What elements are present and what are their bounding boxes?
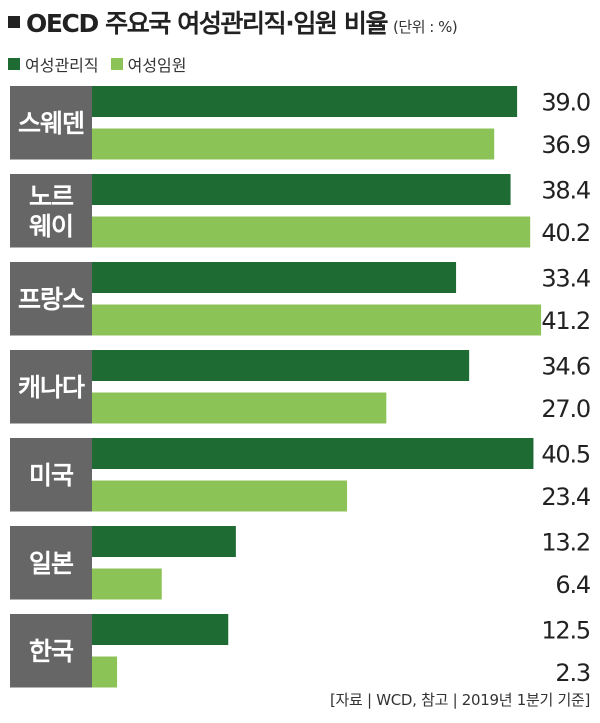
category-box (10, 614, 92, 688)
category-label: 미국 (29, 461, 74, 490)
data-label: 6.4 (555, 571, 590, 599)
bar-managers (92, 350, 470, 381)
bar-executives (92, 656, 118, 688)
category-box (10, 262, 92, 336)
bar-managers (92, 438, 534, 469)
data-label: 41.2 (541, 307, 590, 335)
category-label: 스웨덴 (18, 109, 84, 138)
data-label: 33.4 (541, 265, 590, 293)
legend-item-managers: 여성관리직 (8, 52, 99, 76)
data-label: 39.0 (541, 89, 590, 117)
data-label: 23.4 (541, 483, 590, 511)
bar-executives (92, 304, 542, 336)
black-square-icon (8, 16, 20, 28)
legend-label-executives: 여성임원 (127, 56, 187, 75)
data-label: 2.3 (555, 659, 590, 687)
bar-managers (92, 86, 518, 117)
bar-executives (92, 216, 531, 248)
data-label: 27.0 (541, 395, 590, 423)
bar-managers (92, 174, 511, 205)
bar-executives (92, 392, 387, 424)
category-label: 한국 (29, 637, 74, 666)
bar-executives (92, 568, 162, 600)
category-box (10, 350, 92, 424)
category-label: 일본 (29, 549, 74, 578)
category-label: 프랑스 (18, 285, 85, 314)
data-label: 38.4 (541, 177, 590, 205)
data-label: 12.5 (541, 617, 590, 645)
category-box (10, 438, 92, 512)
data-label: 13.2 (541, 529, 590, 557)
category-label: 노르 (29, 182, 74, 211)
data-label: 40.5 (541, 441, 590, 469)
legend-item-executives: 여성임원 (110, 52, 187, 76)
legend-swatch-executives (110, 58, 123, 70)
category-box (10, 174, 92, 248)
category-box (10, 86, 92, 160)
bar-executives (92, 480, 348, 512)
category-label: 캐나다 (18, 373, 85, 402)
source-note: [자료 | WCD, 참고 | 2019년 1분기 기준] (329, 691, 590, 709)
bar-managers (92, 526, 236, 557)
legend-label-managers: 여성관리직 (25, 56, 99, 75)
legend-swatch-managers (8, 58, 20, 70)
bar-executives (92, 128, 495, 160)
bar-managers (92, 262, 457, 293)
bar-managers (92, 614, 229, 645)
data-label: 40.2 (541, 219, 590, 247)
data-label: 34.6 (541, 353, 590, 381)
title-row: OECD 주요국 여성관리직·임원 비율 (단위 : %) (8, 4, 458, 40)
data-label: 36.9 (541, 131, 590, 159)
category-box (10, 526, 92, 600)
chart-title: OECD 주요국 여성관리직·임원 비율 (26, 9, 388, 38)
legend: 여성관리직 여성임원 (8, 52, 199, 76)
unit-note: (단위 : %) (393, 18, 458, 36)
category-label: 웨이 (29, 212, 73, 241)
